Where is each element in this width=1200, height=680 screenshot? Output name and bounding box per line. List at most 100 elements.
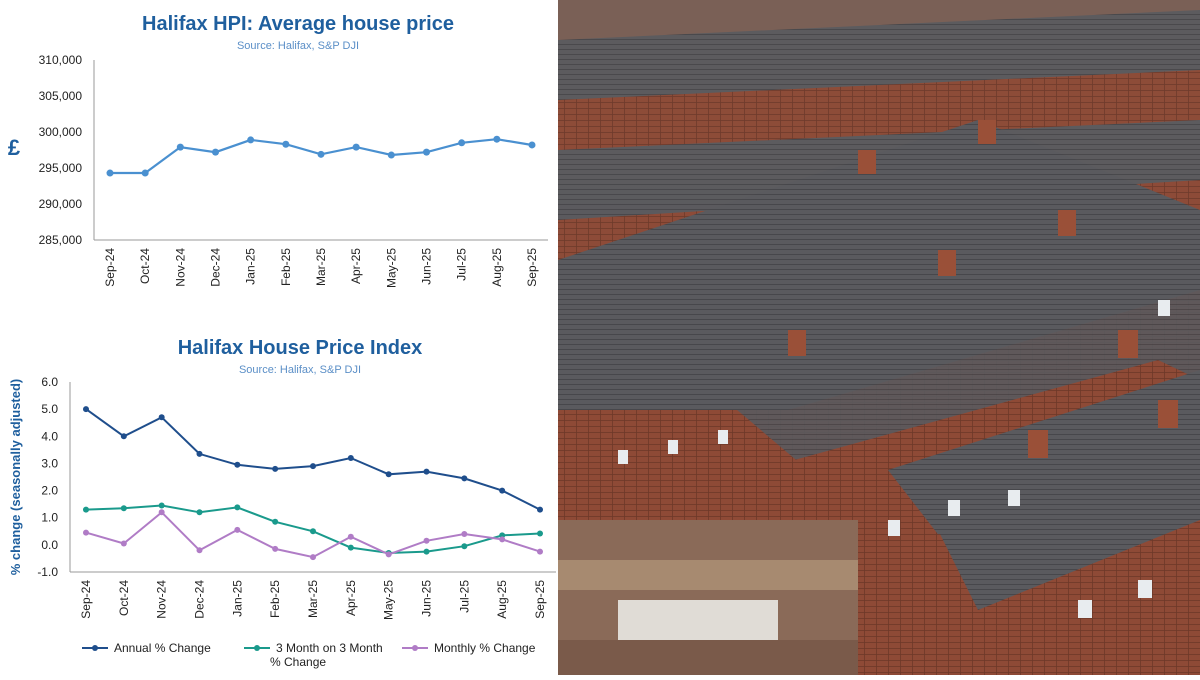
data-point <box>347 533 354 540</box>
x-tick-label: Oct-24 <box>138 248 152 284</box>
charts-panel: Halifax HPI: Average house price Source:… <box>0 0 558 675</box>
y-tick-label: 290,000 <box>39 197 83 211</box>
data-point <box>120 433 127 440</box>
terraced-houses-photo <box>558 0 1200 675</box>
data-point <box>212 148 219 156</box>
x-tick-label: May-25 <box>382 580 396 620</box>
legend-marker <box>412 645 418 651</box>
chart1-axes <box>93 60 548 241</box>
x-tick-label: Mar-25 <box>306 580 320 618</box>
data-point <box>385 471 392 478</box>
y-tick-label: 0.0 <box>41 538 58 552</box>
x-tick-label: Sep-25 <box>525 248 539 287</box>
y-tick-label: 285,000 <box>39 233 83 247</box>
chart1-ylabel: £ <box>8 135 21 160</box>
chart1-title: Halifax HPI: Average house price <box>142 13 454 35</box>
data-point <box>158 502 165 509</box>
series-line <box>85 408 541 511</box>
data-point <box>234 461 241 468</box>
y-tick-label: 1.0 <box>41 511 58 525</box>
data-point <box>387 151 395 159</box>
x-tick-label: Aug-25 <box>495 580 509 619</box>
data-point <box>347 455 354 461</box>
data-point <box>461 543 468 550</box>
legend-label: Annual % Change <box>114 641 211 655</box>
y-tick-label: 3.0 <box>41 456 58 470</box>
y-tick-label: 6.0 <box>41 375 58 389</box>
terraced-houses-illustration <box>558 0 1200 675</box>
chart2-source: Source: Halifax, S&P DJI <box>239 364 361 376</box>
x-tick-label: May-25 <box>384 248 398 288</box>
x-tick-label: Sep-24 <box>103 248 117 287</box>
data-point <box>120 540 127 547</box>
x-tick-label: Sep-24 <box>79 580 93 619</box>
data-point <box>158 414 165 421</box>
legend-marker <box>92 645 98 651</box>
y-tick-label: 4.0 <box>41 429 58 443</box>
y-tick-label: -1.0 <box>37 565 58 579</box>
data-point <box>141 169 149 177</box>
data-point <box>176 143 184 151</box>
x-tick-label: Dec-24 <box>193 580 207 619</box>
data-point <box>310 554 316 561</box>
data-point <box>461 531 468 537</box>
y-tick-label: 5.0 <box>41 402 58 416</box>
data-point <box>120 505 127 512</box>
chart1-series <box>106 135 536 177</box>
data-point <box>234 504 241 511</box>
chart2-y-tick-labels: 6.0 5.0 4.0 3.0 2.0 1.0 0.0 -1.0 <box>37 375 58 579</box>
x-tick-label: Nov-24 <box>173 248 187 287</box>
chart1-source: Source: Halifax, S&P DJI <box>237 40 359 52</box>
x-tick-label: Nov-24 <box>155 580 169 619</box>
data-point <box>537 530 543 537</box>
data-point <box>423 468 430 475</box>
data-point <box>352 143 360 151</box>
data-point <box>196 450 203 457</box>
data-point <box>83 529 89 536</box>
chart2-title: Halifax House Price Index <box>178 337 423 359</box>
data-point <box>272 545 279 552</box>
y-tick-label: 300,000 <box>39 125 83 139</box>
data-point <box>423 148 430 156</box>
legend-label: Monthly % Change <box>434 641 536 655</box>
legend-label: 3 Month on 3 Month% Change <box>270 641 383 669</box>
x-tick-label: Dec-24 <box>209 248 223 287</box>
data-point <box>317 150 325 158</box>
x-tick-label: Jul-25 <box>457 580 471 613</box>
y-tick-label: 295,000 <box>39 161 83 175</box>
y-tick-label: 305,000 <box>39 89 83 103</box>
data-point <box>106 169 114 177</box>
chart1-x-tick-labels: Sep-24 Oct-24 Nov-24 Dec-24 Jan-25 Feb-25 Mar-… <box>103 248 539 288</box>
x-tick-label: Sep-25 <box>533 580 547 619</box>
data-point <box>537 548 543 555</box>
x-tick-label: Jul-25 <box>455 248 469 281</box>
data-point <box>196 509 203 516</box>
x-tick-label: Feb-25 <box>268 580 282 618</box>
data-point <box>282 140 290 148</box>
series-line <box>85 510 541 559</box>
data-point <box>83 406 89 413</box>
data-point <box>83 506 89 513</box>
data-point <box>423 548 430 555</box>
chart2-ylabel: % change (seasonally adjusted) <box>8 379 23 576</box>
data-point <box>461 475 468 482</box>
charts-svg: Halifax HPI: Average house price Source:… <box>8 13 556 669</box>
x-tick-label: Apr-25 <box>344 580 358 616</box>
x-tick-label: Jun-25 <box>420 248 434 285</box>
data-point <box>537 506 543 513</box>
y-tick-label: 2.0 <box>41 484 58 498</box>
chart1-y-tick-labels: 310,000 305,000 300,000 295,000 290,000 285,0… <box>39 53 83 247</box>
data-point <box>528 141 536 149</box>
chart2-legend: Annual % Change 3 Month on 3 Month% Chang… <box>82 641 536 669</box>
chart2-x-tick-labels: Sep-24 Oct-24 Nov-24 Dec-24 Jan-25 Feb-25 Mar-… <box>79 580 547 620</box>
chart2-series <box>83 406 543 561</box>
x-tick-label: Mar-25 <box>314 248 328 286</box>
data-point <box>347 544 354 551</box>
data-point <box>158 509 165 516</box>
chart2-axes <box>69 382 556 573</box>
y-tick-label: 310,000 <box>39 53 83 67</box>
data-point <box>493 135 501 143</box>
data-point <box>272 465 279 472</box>
data-point <box>234 526 241 533</box>
data-point <box>247 136 255 144</box>
